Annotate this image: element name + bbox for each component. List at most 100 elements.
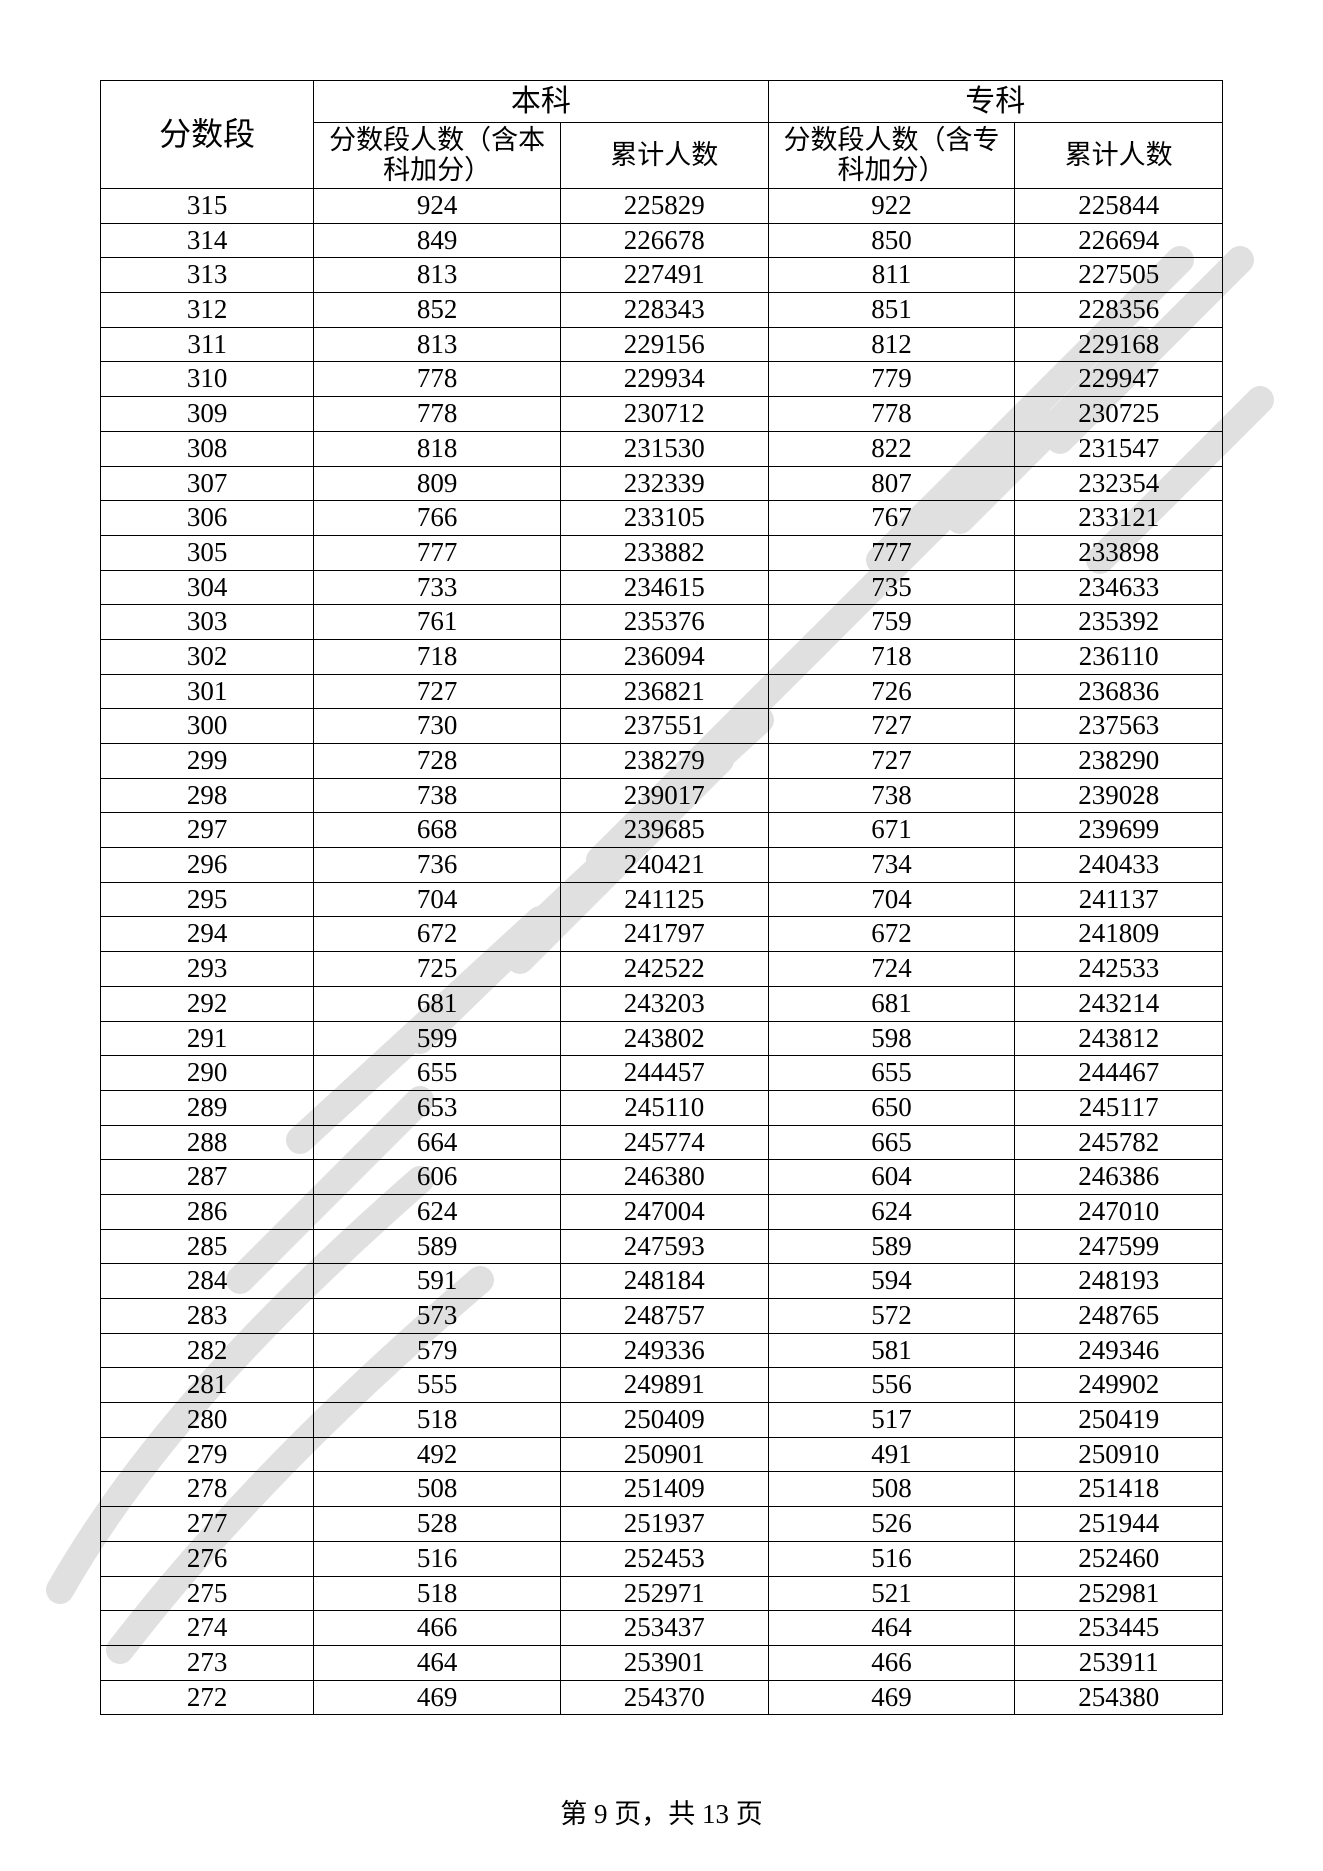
cell-score: 272 [101, 1680, 314, 1715]
cell-score: 301 [101, 674, 314, 709]
cell-undergrad-segment: 778 [314, 397, 561, 432]
cell-undergrad-cumulative: 248757 [561, 1299, 769, 1334]
cell-junior-cumulative: 241137 [1015, 882, 1223, 917]
cell-undergrad-segment: 655 [314, 1056, 561, 1091]
cell-undergrad-segment: 589 [314, 1229, 561, 1264]
cell-junior-cumulative: 240433 [1015, 848, 1223, 883]
cell-score: 290 [101, 1056, 314, 1091]
table-row: 278508251409508251418 [101, 1472, 1223, 1507]
cell-junior-segment: 777 [768, 535, 1015, 570]
score-table-wrap: 分数段 本科 专科 分数段人数（含本科加分） 累计人数 分数段人数（含专科加分）… [100, 80, 1223, 1715]
cell-junior-segment: 594 [768, 1264, 1015, 1299]
cell-score: 291 [101, 1021, 314, 1056]
cell-score: 308 [101, 431, 314, 466]
cell-junior-segment: 665 [768, 1125, 1015, 1160]
cell-undergrad-cumulative: 236094 [561, 639, 769, 674]
cell-score: 312 [101, 293, 314, 328]
cell-undergrad-segment: 818 [314, 431, 561, 466]
cell-undergrad-cumulative: 236821 [561, 674, 769, 709]
table-row: 304733234615735234633 [101, 570, 1223, 605]
table-row: 273464253901466253911 [101, 1645, 1223, 1680]
cell-score: 296 [101, 848, 314, 883]
cell-undergrad-cumulative: 239685 [561, 813, 769, 848]
cell-undergrad-segment: 672 [314, 917, 561, 952]
cell-undergrad-cumulative: 251409 [561, 1472, 769, 1507]
cell-undergrad-cumulative: 233882 [561, 535, 769, 570]
table-row: 290655244457655244467 [101, 1056, 1223, 1091]
cell-undergrad-cumulative: 250409 [561, 1403, 769, 1438]
cell-junior-segment: 735 [768, 570, 1015, 605]
table-row: 279492250901491250910 [101, 1437, 1223, 1472]
cell-undergrad-segment: 624 [314, 1194, 561, 1229]
cell-undergrad-segment: 849 [314, 223, 561, 258]
cell-junior-segment: 734 [768, 848, 1015, 883]
cell-undergrad-segment: 528 [314, 1507, 561, 1542]
cell-score: 286 [101, 1194, 314, 1229]
footer-mid: 页，共 [608, 1799, 703, 1829]
cell-undergrad-segment: 492 [314, 1437, 561, 1472]
cell-junior-cumulative: 250910 [1015, 1437, 1223, 1472]
cell-score: 302 [101, 639, 314, 674]
cell-undergrad-cumulative: 229934 [561, 362, 769, 397]
cell-junior-cumulative: 254380 [1015, 1680, 1223, 1715]
cell-junior-segment: 850 [768, 223, 1015, 258]
cell-undergrad-cumulative: 248184 [561, 1264, 769, 1299]
cell-junior-cumulative: 251418 [1015, 1472, 1223, 1507]
table-row: 272469254370469254380 [101, 1680, 1223, 1715]
cell-junior-cumulative: 241809 [1015, 917, 1223, 952]
footer-total-pages: 13 [702, 1799, 729, 1829]
cell-score: 277 [101, 1507, 314, 1542]
cell-score: 281 [101, 1368, 314, 1403]
cell-score: 284 [101, 1264, 314, 1299]
cell-junior-segment: 738 [768, 778, 1015, 813]
cell-junior-segment: 851 [768, 293, 1015, 328]
cell-undergrad-segment: 730 [314, 709, 561, 744]
cell-junior-segment: 572 [768, 1299, 1015, 1334]
cell-undergrad-cumulative: 232339 [561, 466, 769, 501]
cell-undergrad-cumulative: 241125 [561, 882, 769, 917]
cell-undergrad-cumulative: 234615 [561, 570, 769, 605]
cell-undergrad-cumulative: 245774 [561, 1125, 769, 1160]
cell-junior-segment: 508 [768, 1472, 1015, 1507]
cell-junior-segment: 778 [768, 397, 1015, 432]
cell-undergrad-segment: 681 [314, 986, 561, 1021]
cell-junior-cumulative: 247599 [1015, 1229, 1223, 1264]
cell-junior-segment: 759 [768, 605, 1015, 640]
cell-junior-cumulative: 249346 [1015, 1333, 1223, 1368]
table-row: 306766233105767233121 [101, 501, 1223, 536]
cell-score: 314 [101, 223, 314, 258]
cell-undergrad-cumulative: 240421 [561, 848, 769, 883]
cell-undergrad-cumulative: 253901 [561, 1645, 769, 1680]
cell-undergrad-cumulative: 225829 [561, 189, 769, 224]
cell-undergrad-segment: 464 [314, 1645, 561, 1680]
table-row: 291599243802598243812 [101, 1021, 1223, 1056]
cell-score: 306 [101, 501, 314, 536]
cell-undergrad-cumulative: 251937 [561, 1507, 769, 1542]
cell-junior-segment: 598 [768, 1021, 1015, 1056]
cell-score: 280 [101, 1403, 314, 1438]
table-row: 292681243203681243214 [101, 986, 1223, 1021]
cell-undergrad-cumulative: 241797 [561, 917, 769, 952]
table-row: 309778230712778230725 [101, 397, 1223, 432]
table-body: 3159242258299222258443148492266788502266… [101, 189, 1223, 1715]
cell-junior-cumulative: 245117 [1015, 1090, 1223, 1125]
cell-score: 275 [101, 1576, 314, 1611]
cell-score: 292 [101, 986, 314, 1021]
header-undergrad-segment: 分数段人数（含本科加分） [314, 123, 561, 189]
cell-junior-cumulative: 229947 [1015, 362, 1223, 397]
cell-undergrad-cumulative: 244457 [561, 1056, 769, 1091]
table-row: 283573248757572248765 [101, 1299, 1223, 1334]
cell-undergrad-segment: 809 [314, 466, 561, 501]
cell-junior-segment: 517 [768, 1403, 1015, 1438]
cell-undergrad-segment: 518 [314, 1403, 561, 1438]
table-row: 284591248184594248193 [101, 1264, 1223, 1299]
cell-undergrad-segment: 728 [314, 744, 561, 779]
cell-score: 309 [101, 397, 314, 432]
table-row: 286624247004624247010 [101, 1194, 1223, 1229]
cell-junior-cumulative: 253445 [1015, 1611, 1223, 1646]
cell-junior-segment: 681 [768, 986, 1015, 1021]
cell-undergrad-segment: 466 [314, 1611, 561, 1646]
cell-undergrad-segment: 668 [314, 813, 561, 848]
cell-junior-segment: 491 [768, 1437, 1015, 1472]
cell-score: 305 [101, 535, 314, 570]
